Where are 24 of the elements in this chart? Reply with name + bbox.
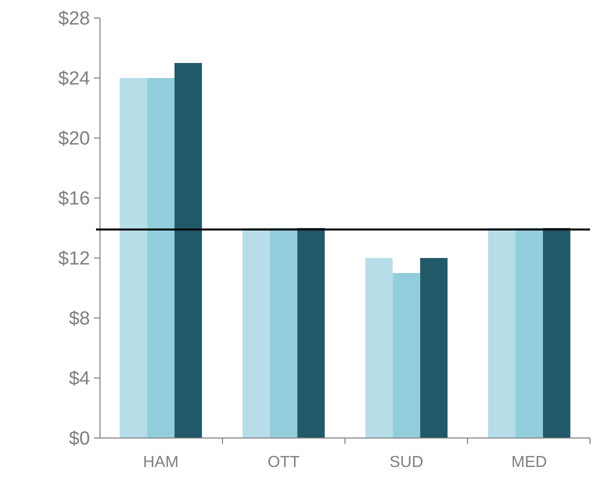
y-tick-label: $20 xyxy=(58,128,90,150)
x-tick-label: SUD xyxy=(390,454,424,471)
bar xyxy=(297,228,325,438)
y-tick-label: $8 xyxy=(68,308,90,330)
bar xyxy=(174,63,202,438)
bar xyxy=(120,78,148,438)
y-tick-label: $4 xyxy=(68,368,90,390)
x-tick-label: MED xyxy=(511,454,547,471)
y-tick-label: $16 xyxy=(58,188,90,210)
x-tick-label: OTT xyxy=(268,454,300,471)
y-tick-label: $24 xyxy=(58,68,90,90)
y-tick-label: $0 xyxy=(68,428,90,450)
bar xyxy=(515,228,543,438)
bar xyxy=(542,228,570,438)
bar xyxy=(392,273,420,438)
y-tick-label: $28 xyxy=(58,8,90,30)
bar xyxy=(365,258,393,438)
bar xyxy=(420,258,448,438)
bar xyxy=(270,228,298,438)
y-tick-label: $12 xyxy=(58,248,90,270)
bar xyxy=(488,228,516,438)
bar xyxy=(147,78,175,438)
bar xyxy=(242,228,270,438)
x-tick-label: HAM xyxy=(143,454,179,471)
